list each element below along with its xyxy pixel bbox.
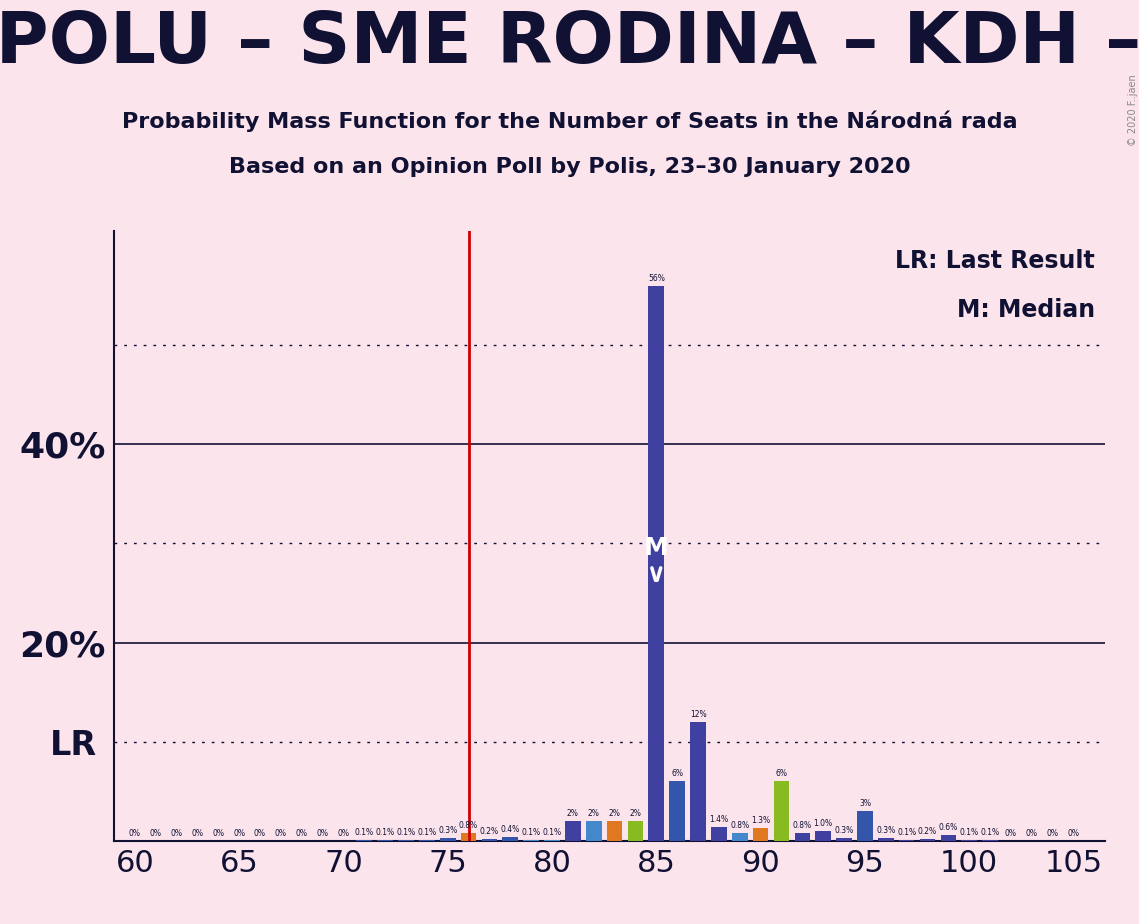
Text: 0%: 0%	[1026, 830, 1038, 838]
Text: 0%: 0%	[254, 830, 265, 838]
Text: 0.1%: 0.1%	[417, 828, 436, 837]
Text: 0%: 0%	[1067, 830, 1080, 838]
Text: 0.4%: 0.4%	[501, 825, 519, 833]
Bar	[607, 821, 622, 841]
Text: 0.1%: 0.1%	[898, 828, 916, 837]
Text: 0.8%: 0.8%	[730, 821, 749, 830]
Text: LR: Last Result: LR: Last Result	[895, 249, 1095, 274]
Bar	[941, 835, 956, 841]
Text: 0%: 0%	[274, 830, 287, 838]
Text: 0.8%: 0.8%	[793, 821, 812, 830]
Text: 0%: 0%	[337, 830, 350, 838]
Bar	[836, 838, 852, 841]
Bar	[585, 821, 601, 841]
Text: Š – ZĽ – PS–SPOLU – SME RODINA – KDH – SaS – MOS: Š – ZĽ – PS–SPOLU – SME RODINA – KDH – S…	[0, 9, 1139, 79]
Text: 0.3%: 0.3%	[835, 826, 854, 835]
Text: 0.2%: 0.2%	[480, 827, 499, 836]
Bar	[899, 840, 915, 841]
Text: 0%: 0%	[317, 830, 328, 838]
Bar	[670, 782, 685, 841]
Bar	[628, 821, 644, 841]
Text: 0.1%: 0.1%	[354, 828, 374, 837]
Bar	[502, 837, 518, 841]
Text: 0.3%: 0.3%	[876, 826, 895, 835]
Text: 2%: 2%	[567, 809, 579, 818]
Bar	[648, 286, 664, 841]
Bar	[982, 840, 998, 841]
Text: 0.1%: 0.1%	[376, 828, 395, 837]
Text: 0%: 0%	[171, 830, 182, 838]
Bar	[460, 833, 476, 841]
Bar	[440, 838, 456, 841]
Text: 1.3%: 1.3%	[751, 816, 770, 825]
Text: 0.1%: 0.1%	[522, 828, 541, 837]
Text: 0%: 0%	[129, 830, 141, 838]
Text: Based on an Opinion Poll by Polis, 23–30 January 2020: Based on an Opinion Poll by Polis, 23–30…	[229, 157, 910, 177]
Bar	[961, 840, 977, 841]
Bar	[377, 840, 393, 841]
Bar	[357, 840, 372, 841]
Bar	[419, 840, 435, 841]
Text: M: M	[644, 536, 669, 560]
Bar	[878, 838, 894, 841]
Text: 0.1%: 0.1%	[981, 828, 1000, 837]
Text: 0.2%: 0.2%	[918, 827, 937, 836]
Text: M: Median: M: Median	[957, 298, 1095, 322]
Bar	[523, 840, 539, 841]
Text: © 2020 F..jaen: © 2020 F..jaen	[1129, 74, 1138, 146]
Text: 0%: 0%	[1047, 830, 1058, 838]
Text: 0%: 0%	[149, 830, 162, 838]
Text: 0.1%: 0.1%	[396, 828, 416, 837]
Text: 0%: 0%	[296, 830, 308, 838]
Text: 6%: 6%	[671, 770, 683, 778]
Text: 0%: 0%	[191, 830, 204, 838]
Text: Probability Mass Function for the Number of Seats in the Národná rada: Probability Mass Function for the Number…	[122, 111, 1017, 132]
Bar	[753, 828, 769, 841]
Bar	[857, 811, 872, 841]
Bar	[690, 722, 706, 841]
Text: 1.4%: 1.4%	[710, 815, 729, 824]
Text: LR: LR	[49, 728, 97, 761]
Bar	[399, 840, 413, 841]
Text: 0.1%: 0.1%	[542, 828, 562, 837]
Bar	[544, 840, 560, 841]
Bar	[795, 833, 810, 841]
Text: 2%: 2%	[630, 809, 641, 818]
Text: 6%: 6%	[776, 770, 787, 778]
Bar	[919, 839, 935, 841]
Text: 2%: 2%	[588, 809, 599, 818]
Text: 56%: 56%	[648, 274, 665, 283]
Text: 0.6%: 0.6%	[939, 823, 958, 832]
Text: 0%: 0%	[212, 830, 224, 838]
Bar	[482, 839, 498, 841]
Text: 0.3%: 0.3%	[439, 826, 458, 835]
Bar	[816, 831, 831, 841]
Text: 3%: 3%	[859, 799, 871, 808]
Bar	[565, 821, 581, 841]
Bar	[773, 782, 789, 841]
Text: 0.1%: 0.1%	[960, 828, 978, 837]
Text: 0.8%: 0.8%	[459, 821, 478, 830]
Text: 2%: 2%	[608, 809, 621, 818]
Bar	[711, 827, 727, 841]
Text: 0%: 0%	[233, 830, 245, 838]
Bar	[732, 833, 747, 841]
Text: 1.0%: 1.0%	[813, 819, 833, 828]
Text: 0%: 0%	[1005, 830, 1017, 838]
Text: 12%: 12%	[690, 710, 706, 719]
